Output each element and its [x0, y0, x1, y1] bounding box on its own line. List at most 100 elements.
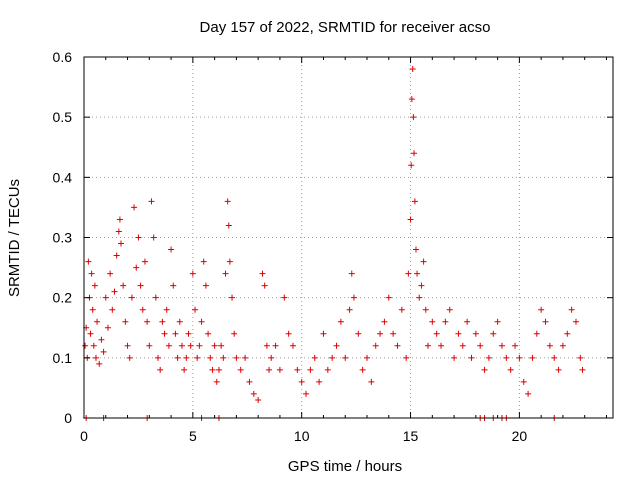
data-point: [137, 282, 144, 289]
data-point: [359, 366, 366, 373]
y-tick-label: 0.2: [53, 290, 73, 306]
data-point: [205, 330, 212, 337]
data-point: [246, 378, 253, 385]
data-point: [87, 330, 94, 337]
data-point: [211, 342, 218, 349]
data-point: [538, 306, 545, 313]
data-point: [472, 330, 479, 337]
data-points: [82, 66, 586, 421]
data-point: [520, 378, 527, 385]
data-point: [268, 354, 275, 361]
data-point: [481, 366, 488, 373]
data-point: [420, 258, 427, 265]
data-point: [220, 354, 227, 361]
x-axis-label: GPS time / hours: [288, 458, 402, 475]
data-point: [209, 366, 216, 373]
data-point: [189, 270, 196, 277]
data-point: [255, 396, 262, 403]
x-tick-label: 10: [294, 428, 310, 444]
data-point: [163, 306, 170, 313]
data-point: [459, 342, 466, 349]
data-point: [237, 366, 244, 373]
data-point: [146, 342, 153, 349]
data-point: [494, 318, 501, 325]
data-point: [172, 330, 179, 337]
data-point: [385, 294, 392, 301]
data-point: [263, 342, 270, 349]
data-point: [525, 390, 532, 397]
data-point: [533, 330, 540, 337]
data-point: [122, 318, 129, 325]
data-point: [324, 366, 331, 373]
data-point: [442, 318, 449, 325]
data-point: [377, 330, 384, 337]
data-point: [512, 342, 519, 349]
data-point: [408, 162, 415, 169]
data-point: [94, 318, 101, 325]
data-point: [174, 354, 181, 361]
data-point: [329, 354, 336, 361]
data-point: [131, 204, 138, 211]
data-point: [408, 96, 415, 103]
data-point: [115, 228, 122, 235]
data-point: [185, 330, 192, 337]
data-point: [233, 354, 240, 361]
data-point: [418, 282, 425, 289]
y-tick-label: 0.3: [53, 230, 73, 246]
data-point: [414, 270, 421, 277]
data-point: [92, 354, 99, 361]
data-point: [303, 390, 310, 397]
data-point: [355, 330, 362, 337]
data-point: [187, 342, 194, 349]
data-point: [225, 222, 232, 229]
chart-title: Day 157 of 2022, SRMTID for receiver acs…: [200, 19, 491, 36]
data-point: [202, 282, 209, 289]
data-point: [144, 318, 151, 325]
data-point: [113, 252, 120, 259]
grid-lines: [84, 57, 613, 418]
data-point: [148, 198, 155, 205]
data-point: [455, 330, 462, 337]
y-tick-label: 0.4: [53, 169, 73, 185]
data-point: [150, 234, 157, 241]
data-point: [226, 258, 233, 265]
data-point: [485, 354, 492, 361]
x-tick-label: 20: [512, 428, 528, 444]
data-point: [165, 342, 172, 349]
data-point: [394, 342, 401, 349]
data-point: [372, 342, 379, 349]
axis-ticks: 0 5 10 15 20 0 0.1 0.2 0.3 0.4 0.5 0.6: [53, 49, 613, 444]
data-point: [424, 342, 431, 349]
data-point: [116, 216, 123, 223]
data-point: [181, 366, 188, 373]
data-point: [451, 354, 458, 361]
data-point: [294, 366, 301, 373]
data-point: [250, 390, 257, 397]
data-point: [88, 270, 95, 277]
data-point: [337, 318, 344, 325]
data-point: [168, 246, 175, 253]
data-point: [477, 342, 484, 349]
data-point: [498, 342, 505, 349]
data-point: [333, 342, 340, 349]
data-point: [242, 354, 249, 361]
data-point: [176, 318, 183, 325]
data-point: [111, 288, 118, 295]
data-point: [568, 306, 575, 313]
data-point: [90, 342, 97, 349]
data-point: [102, 294, 109, 301]
data-point: [546, 342, 553, 349]
data-point: [411, 150, 418, 157]
data-point: [390, 330, 397, 337]
data-point: [364, 354, 371, 361]
data-point: [410, 114, 417, 121]
data-point: [215, 366, 222, 373]
data-point: [398, 306, 405, 313]
data-point: [213, 378, 220, 385]
data-point: [194, 354, 201, 361]
y-tick-label: 0.1: [53, 350, 73, 366]
data-point: [159, 318, 166, 325]
data-point: [381, 318, 388, 325]
x-tick-label: 15: [403, 428, 419, 444]
data-point: [468, 354, 475, 361]
